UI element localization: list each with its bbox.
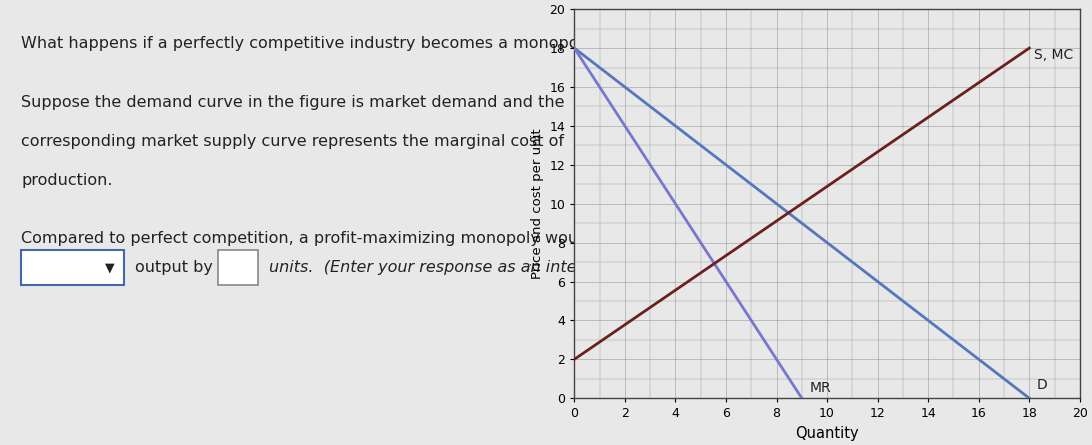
Text: Compared to perfect competition, a profit-maximizing monopoly would: Compared to perfect competition, a profi…	[21, 231, 593, 246]
Text: S, MC: S, MC	[1034, 48, 1073, 62]
Text: output by: output by	[135, 260, 213, 275]
Text: ▼: ▼	[105, 261, 115, 275]
Y-axis label: Price and cost per unit: Price and cost per unit	[531, 129, 544, 279]
Text: D: D	[1037, 378, 1047, 392]
Text: corresponding market supply curve represents the marginal cost of: corresponding market supply curve repres…	[21, 134, 565, 149]
Text: What happens if a perfectly competitive industry becomes a monopoly?: What happens if a perfectly competitive …	[21, 36, 601, 52]
FancyBboxPatch shape	[21, 251, 123, 285]
Text: MR: MR	[809, 381, 831, 395]
Text: units.  (Enter your response as an integer.): units. (Enter your response as an intege…	[270, 260, 614, 275]
Text: production.: production.	[21, 173, 112, 188]
Text: Suppose the demand curve in the figure is market demand and the: Suppose the demand curve in the figure i…	[21, 95, 565, 110]
FancyBboxPatch shape	[218, 251, 258, 285]
X-axis label: Quantity: Quantity	[795, 426, 859, 441]
